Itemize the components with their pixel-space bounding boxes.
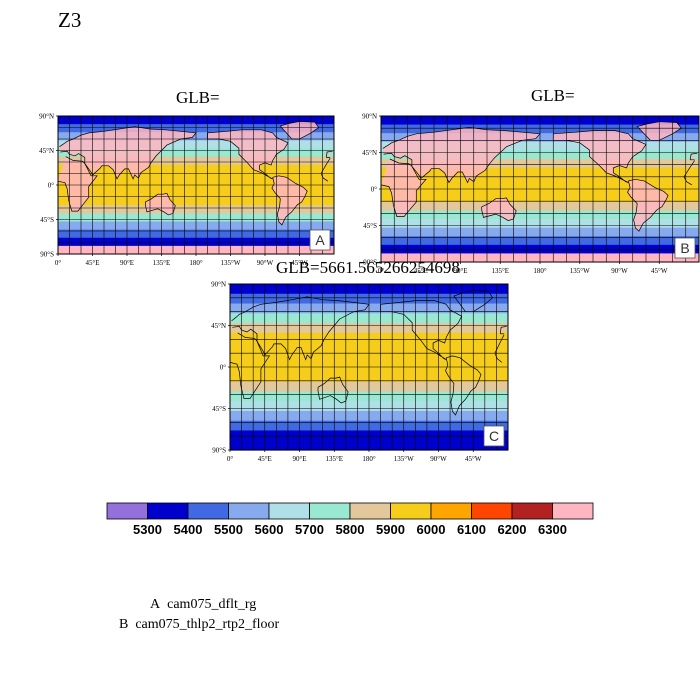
colorbar-swatch <box>147 502 189 520</box>
map-panel-b: 90°N45°N0°45°S90°S0° 45°E 90°E 135°E 180° 135… <box>362 113 700 275</box>
colorbar-label: 6100 <box>457 522 486 537</box>
x-tick-label: 0° <box>55 259 62 267</box>
colorbar-label: 5800 <box>335 522 365 537</box>
x-tick-label: 135°W <box>394 455 414 463</box>
coastline <box>445 355 482 416</box>
legend-key-b: B <box>119 617 129 632</box>
coastline <box>271 175 308 226</box>
panel-label-box <box>674 237 696 259</box>
panel-label: A <box>315 232 325 248</box>
legend-name-b: cam075_thlp2_rtp2_floor <box>135 617 280 632</box>
colorbar-label: 6200 <box>497 522 527 537</box>
coastline <box>59 126 333 180</box>
panel-label-box <box>309 229 331 251</box>
coastline <box>231 296 507 361</box>
x-tick-label: 180° <box>533 267 547 275</box>
y-tick-label: 45°N <box>211 322 226 330</box>
y-tick-label: 45°S <box>363 222 377 230</box>
x-tick-label: 90°W <box>430 455 447 463</box>
colorbar-swatch <box>430 502 472 520</box>
x-tick-label: 135°W <box>570 267 590 275</box>
legend-key-a: A <box>150 597 161 612</box>
x-tick-label: 90°E <box>292 455 306 463</box>
x-tick-label: 45°W <box>465 455 482 463</box>
colorbar-swatch <box>349 502 391 520</box>
x-tick-label: 0° <box>378 267 385 275</box>
colorbar-label: 6000 <box>416 522 446 537</box>
page-title: Z3 <box>58 8 82 32</box>
colorbar-label: 5700 <box>295 522 324 537</box>
y-tick-label: 45°N <box>39 147 54 155</box>
colorbar-label: 5400 <box>173 522 203 537</box>
y-tick-label: 0° <box>48 182 55 190</box>
y-tick-label: 90°N <box>211 281 226 289</box>
panel-c-title: GLB=5661.565266254698 <box>276 258 460 277</box>
y-tick-label: 0° <box>220 364 227 372</box>
colorbar-label: 5600 <box>254 522 284 537</box>
x-tick-label: 90°W <box>611 267 628 275</box>
x-tick-label: 45°E <box>258 455 272 463</box>
y-tick-label: 45°S <box>212 405 226 413</box>
x-tick-label: 135°E <box>491 267 509 275</box>
colorbar-swatch <box>228 502 270 520</box>
map-panel-c: 90°N45°N0°45°S90°S0° 45°E 90°E 135°E 180° 135… <box>211 281 509 463</box>
colorbar-swatch <box>471 502 513 520</box>
x-tick-label: 45°E <box>414 267 428 275</box>
coastline <box>145 193 176 216</box>
x-tick-label: 45°W <box>291 259 308 267</box>
coastline <box>380 300 463 360</box>
colorbar-label: 5500 <box>214 522 243 537</box>
panel-label-box <box>483 425 505 447</box>
x-tick-label: 135°W <box>221 259 241 267</box>
colorbar-swatch <box>511 502 553 520</box>
coastline <box>627 178 669 232</box>
legend-line-b: B cam075_thlp2_rtp2_floor <box>119 617 279 633</box>
y-tick-label: 90°S <box>363 259 377 267</box>
coastline <box>382 127 698 184</box>
x-tick-label: 180° <box>189 259 203 267</box>
x-tick-label: 135°E <box>325 455 343 463</box>
legend-line-a: A cam075_dflt_rg <box>150 597 256 613</box>
colorbar-label: 5300 <box>133 522 162 537</box>
x-tick-label: 0° <box>227 455 234 463</box>
colorbar-label: 5900 <box>376 522 405 537</box>
colorbar <box>106 502 594 520</box>
x-tick-label: 90°E <box>453 267 467 275</box>
legend-name-a: cam075_dflt_rg <box>167 597 257 612</box>
panel-b-title: GLB= <box>531 86 575 105</box>
panel-a-title: GLB= <box>176 88 220 107</box>
colorbar-swatch <box>309 502 351 520</box>
coastline <box>317 376 349 404</box>
y-tick-label: 90°N <box>362 113 377 121</box>
y-tick-label: 90°S <box>40 251 54 259</box>
y-tick-label: 90°S <box>212 447 226 455</box>
map-panel-a: 90°N45°N0°45°S90°S0° 45°E 90°E 135°E 180° 135… <box>39 113 335 267</box>
y-tick-label: 45°S <box>40 216 54 224</box>
colorbar-label: 6300 <box>538 522 567 537</box>
panel-label: B <box>680 240 689 256</box>
colorbar-swatch <box>106 502 148 520</box>
x-tick-label: 180° <box>362 455 376 463</box>
x-tick-label: 90°E <box>120 259 134 267</box>
colorbar-swatch <box>268 502 310 520</box>
x-tick-label: 90°W <box>257 259 274 267</box>
x-tick-label: 135°E <box>153 259 171 267</box>
y-tick-label: 90°N <box>39 113 54 121</box>
x-tick-label: 45°W <box>651 267 668 275</box>
y-tick-label: 0° <box>371 186 378 194</box>
y-tick-label: 45°N <box>362 149 377 157</box>
colorbar-swatch <box>187 502 229 520</box>
coastline <box>453 290 494 313</box>
panel-label: C <box>489 428 499 444</box>
colorbar-swatch <box>552 502 594 520</box>
x-tick-label: 45°E <box>85 259 99 267</box>
coastline <box>481 197 517 221</box>
colorbar-swatch <box>390 502 432 520</box>
